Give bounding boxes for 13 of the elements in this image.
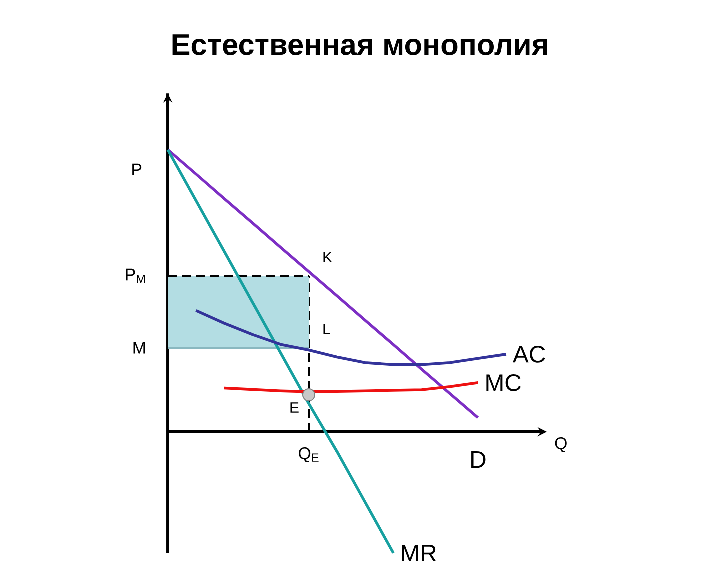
series-label: MC	[486, 374, 521, 392]
series-label: D	[472, 452, 486, 468]
series-label: MR	[402, 545, 436, 562]
annotation: Q$_{E}$	[299, 448, 319, 463]
y-axis-title: P	[132, 164, 142, 176]
ref-line-label: P$_{M}$	[126, 269, 146, 284]
x-axis-title: Q	[555, 438, 567, 453]
series-label: E	[290, 402, 299, 413]
annotation: K	[324, 252, 332, 263]
ref-line-label: M	[134, 342, 146, 354]
series-label: AC	[512, 346, 546, 363]
annotation: L	[324, 324, 330, 335]
chart-title: Естественная монополия	[172, 34, 548, 56]
